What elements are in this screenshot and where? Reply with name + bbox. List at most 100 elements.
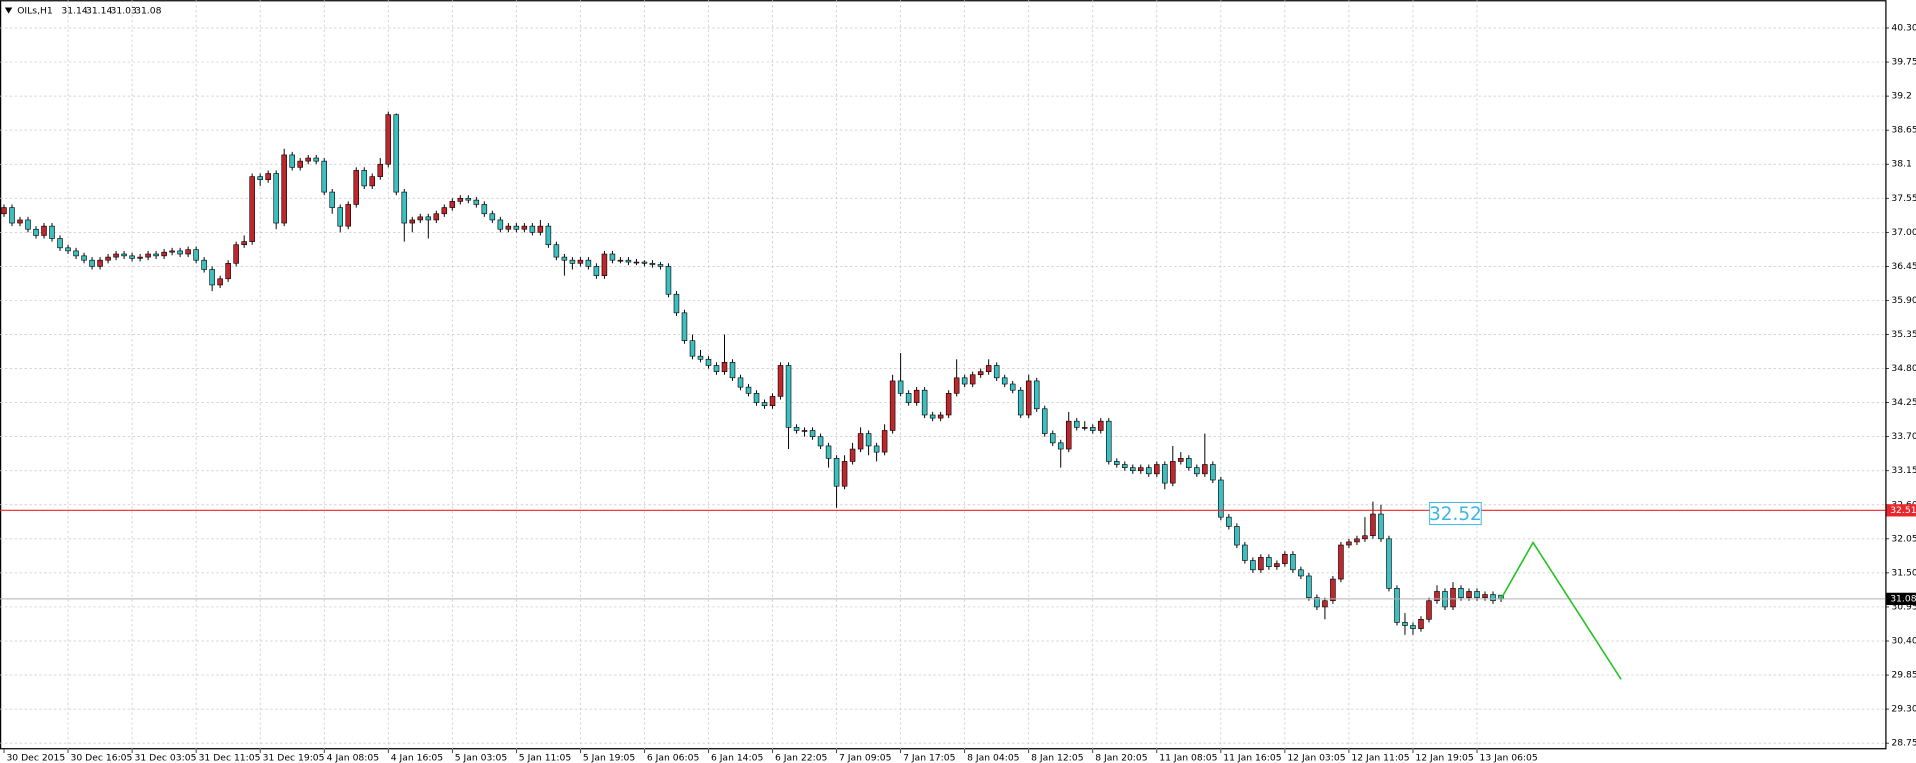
bid-label: 31.08 [1890,593,1916,604]
candle-body [233,244,239,264]
candle-body [753,393,760,403]
x-tick-label: 5 Jan 11:05 [519,752,572,763]
candle-body [1122,464,1128,468]
candle-body [873,445,880,453]
candle-body [889,380,896,431]
candle-body [1081,427,1088,429]
candle-body [985,365,992,372]
candle-body [729,362,736,379]
candle-body [793,427,800,431]
candle-body [881,430,888,453]
candle-body [977,371,984,376]
candle-body [449,201,456,208]
x-tick-label: 12 Jan 03:05 [1287,752,1345,763]
candle-body [193,249,199,261]
candle-body [265,173,271,181]
candle-body [593,266,600,276]
candle-body [937,414,944,419]
bid-label-box [1886,592,1916,606]
candle-body [241,241,247,246]
candle-body [1202,464,1208,475]
candle-body [521,225,528,230]
candle-body [217,278,223,286]
x-tick-label: 30 Dec 2015 [6,752,65,763]
x-tick-label: 31 Dec 11:05 [199,752,261,763]
candle-body [929,414,936,419]
x-tick-label: 11 Jan 16:05 [1223,752,1281,763]
x-tick-label: 8 Jan 20:05 [1095,752,1148,763]
candle-body [177,250,183,255]
candle-body [441,207,448,215]
candle-body [801,430,808,432]
candle-body [369,176,376,187]
y-tick-label: 28.75 [1891,738,1916,749]
y-tick-label: 31.50 [1891,567,1916,578]
candle-body [337,207,343,227]
candle-body [601,253,608,276]
candle-body [73,250,79,257]
candle-body [1154,464,1160,475]
x-tick-label: 6 Jan 22:05 [775,752,828,763]
candle-body [961,377,968,385]
x-tick-label: 5 Jan 03:05 [455,752,508,763]
candle-body [1065,420,1072,450]
candle-body [1482,594,1488,598]
candle-body [409,219,416,224]
candle-body [785,365,792,428]
candle-body [1138,467,1144,472]
candle-body [1097,420,1104,431]
candle-body [1338,544,1344,580]
candle-body [65,247,71,252]
x-tick-label: 4 Jan 16:05 [391,752,444,763]
candle-body [1234,526,1240,546]
candle-body [1378,513,1384,540]
candle-body [25,219,31,230]
candle-body [913,389,920,403]
candle-body [1049,433,1056,444]
x-tick-label: 11 Jan 08:05 [1159,752,1217,763]
candle-body [1210,464,1216,481]
candle-body [1394,588,1400,623]
candle-body [377,163,384,177]
candle-body [417,216,424,221]
candle-body [849,448,856,462]
candle-body [433,213,440,221]
candle-body [689,340,696,357]
candle-body [33,228,39,236]
candle-body [281,154,287,224]
candle-body [497,219,504,230]
candle-body [321,160,327,193]
candle-body [113,253,119,258]
candle-body [1314,597,1320,608]
candle-body [721,362,728,372]
candle-body [289,154,295,168]
header-open: 31.14 [61,6,87,17]
y-tick-label: 38.65 [1891,125,1916,136]
candle-body [105,256,111,261]
candle-body [1226,516,1232,527]
candle-body [1194,467,1200,475]
candle-body [489,213,496,221]
candle-body [1105,420,1112,462]
candle-body [585,259,592,267]
candle-body [657,264,664,267]
candle-body [385,114,392,165]
candle-body [1162,464,1168,484]
candle-body [1298,569,1304,577]
candle-body [1322,600,1328,608]
candle-body [1370,513,1376,537]
dropdown-icon [4,7,13,14]
x-tick-label: 6 Jan 14:05 [711,752,764,763]
candle-body [737,377,744,388]
candle-body [1146,467,1152,475]
candle-body [633,261,640,264]
x-tick-label: 13 Jan 06:05 [1479,752,1537,763]
candle-body [89,259,95,267]
y-tick-label: 40.30 [1891,23,1916,34]
candle-body [1274,563,1280,567]
level-label: 32.51 [1890,505,1916,516]
candle-body [137,256,143,259]
candle-body [945,393,952,416]
candle-body [473,199,480,205]
